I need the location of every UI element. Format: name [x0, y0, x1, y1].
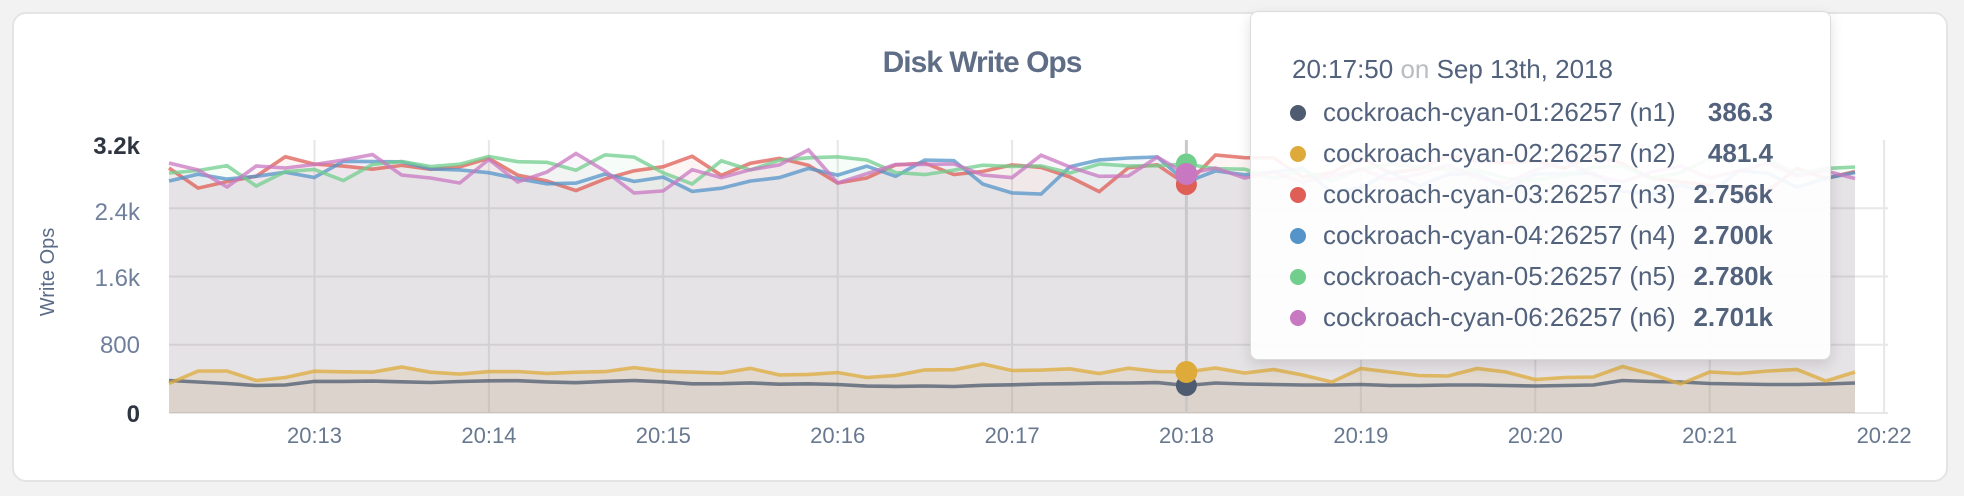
svg-text:20:18: 20:18: [1159, 423, 1214, 448]
svg-text:20:19: 20:19: [1333, 423, 1388, 448]
svg-text:Write Ops: Write Ops: [37, 228, 59, 317]
svg-text:20:13: 20:13: [287, 423, 342, 448]
svg-text:20:21: 20:21: [1682, 423, 1737, 448]
svg-text:800: 800: [100, 332, 140, 359]
svg-text:3.2k: 3.2k: [93, 133, 140, 160]
svg-text:1.6k: 1.6k: [95, 265, 141, 292]
svg-text:20:16: 20:16: [810, 423, 865, 448]
svg-text:20:22: 20:22: [1857, 423, 1912, 448]
svg-text:20:15: 20:15: [636, 423, 691, 448]
svg-text:2.4k: 2.4k: [95, 199, 141, 226]
svg-text:20:17: 20:17: [985, 423, 1040, 448]
svg-text:0: 0: [127, 401, 140, 428]
svg-text:20:14: 20:14: [461, 423, 516, 448]
svg-text:20:20: 20:20: [1508, 423, 1563, 448]
